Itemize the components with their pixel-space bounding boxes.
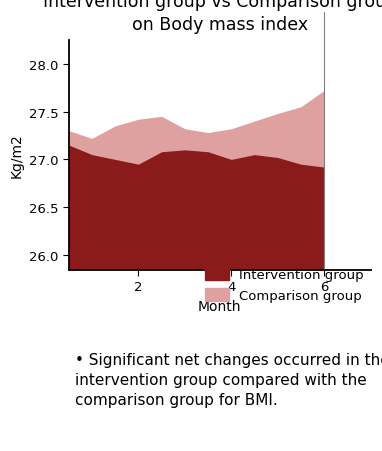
Text: • Significant net changes occurred in the
intervention group compared with the
c: • Significant net changes occurred in th… — [75, 353, 382, 407]
Y-axis label: Kg/m2: Kg/m2 — [9, 133, 23, 178]
Title: Intervention group vs Comparison group
on Body mass index: Intervention group vs Comparison group o… — [42, 0, 382, 33]
X-axis label: Month: Month — [198, 299, 241, 313]
Legend: Intervention group, Comparison group: Intervention group, Comparison group — [205, 268, 364, 302]
